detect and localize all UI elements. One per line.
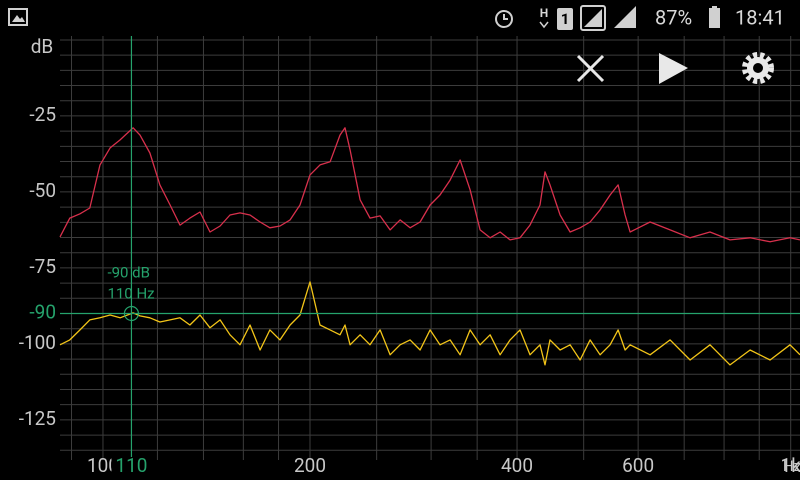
signal-frame (580, 5, 606, 31)
status-bar: H 1 87% 18:41 (8, 5, 785, 31)
x-tick-label: 400 (501, 454, 533, 477)
x-axis-label: Hz (783, 457, 800, 475)
battery-tip (712, 6, 717, 9)
cursor-readout: -90 dB (107, 263, 150, 281)
battery-icon (709, 8, 720, 28)
spectrum-line (59, 281, 800, 366)
y-tick-label: -100 (19, 331, 56, 354)
gallery-icon (8, 8, 28, 26)
network-type: H (540, 6, 548, 20)
sim-icon (557, 8, 573, 30)
y-tick-label: -125 (19, 407, 56, 430)
gallery-icon-mountain (12, 15, 25, 22)
data-arrows (539, 21, 549, 29)
clock: 18:41 (735, 5, 785, 29)
x-tick-label: 100 (87, 454, 119, 477)
x-tick-label: 200 (294, 454, 326, 477)
cursor-x-label: 110 (115, 454, 147, 477)
cursor-readout: 110 Hz (107, 284, 154, 302)
gear-hole[interactable] (753, 63, 763, 73)
battery-level: 87% (655, 5, 692, 29)
close-icon[interactable] (576, 54, 605, 83)
spectrum-line (59, 127, 800, 243)
close-button[interactable] (576, 54, 605, 83)
settings-button[interactable] (742, 52, 774, 84)
signal-icon-2 (614, 6, 636, 28)
cursor-point (123, 305, 140, 322)
alarm-hands (503, 14, 508, 20)
cursor-y-label: -90 (29, 301, 56, 324)
sim-number: 1 (561, 10, 570, 28)
cursor-label-bg (0, 302, 58, 325)
y-tick-label: -50 (29, 179, 56, 202)
alarm-icon (495, 10, 513, 28)
play-button[interactable] (659, 53, 688, 84)
y-axis-label: dB (31, 35, 54, 58)
y-tick-label: -25 (29, 103, 56, 126)
signal-icon-1 (584, 9, 602, 27)
x-tick-label: 600 (622, 454, 654, 477)
y-tick-label: -75 (29, 255, 56, 278)
cursor-label-bg (111, 457, 152, 479)
gear-teeth[interactable] (742, 52, 774, 84)
x-tick-label: 1k (781, 454, 800, 477)
